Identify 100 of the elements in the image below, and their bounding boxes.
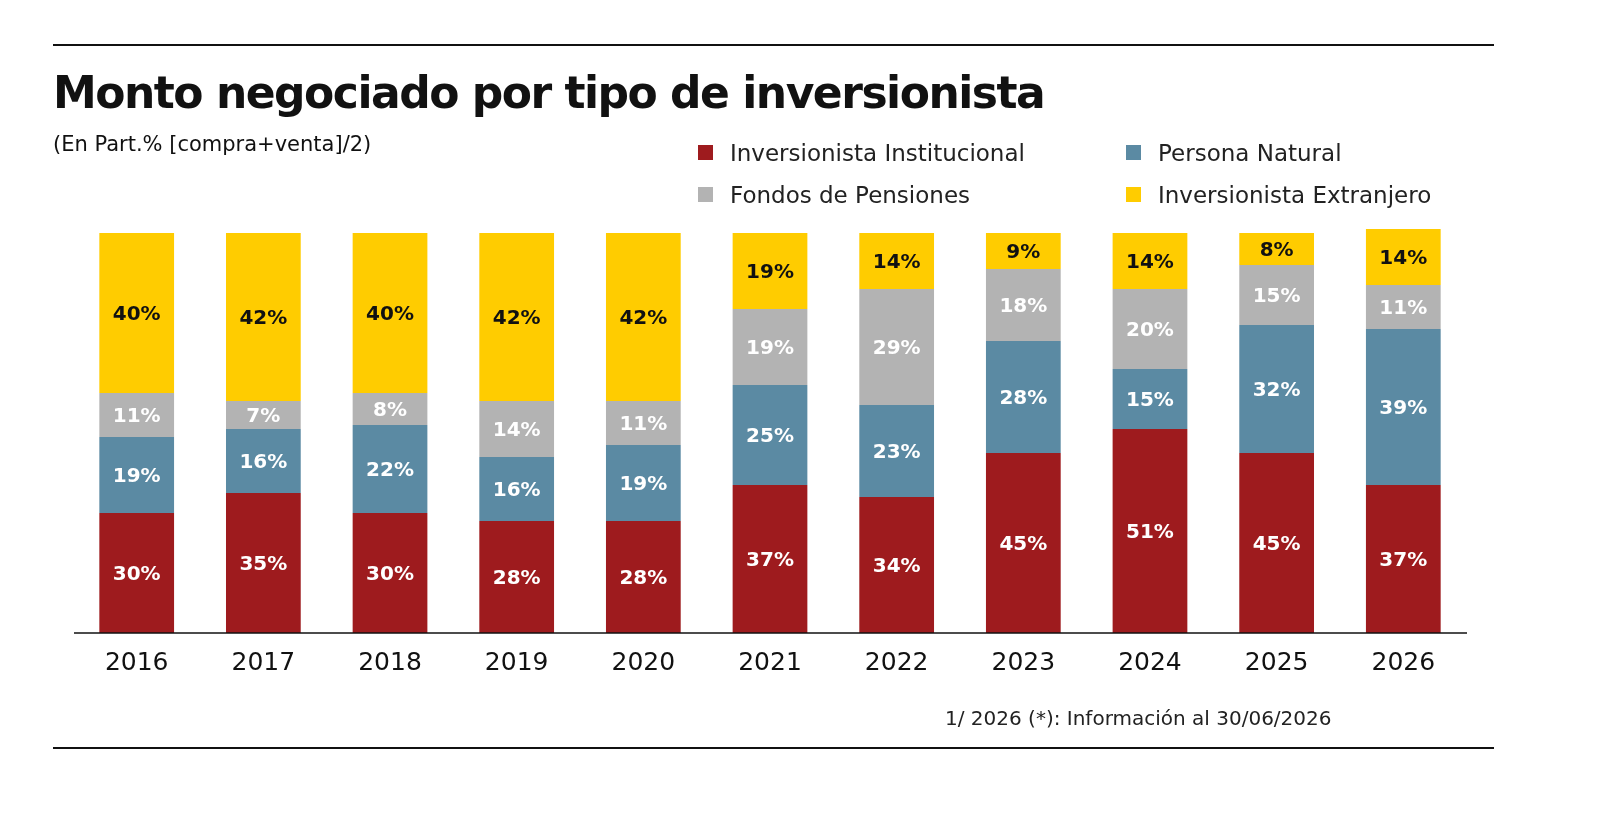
bar [1365,229,1441,285]
bar [352,233,428,393]
data-label: 15% [1252,283,1301,307]
data-label: 14% [872,249,921,273]
legend-label: Inversionista Extranjero [1158,182,1432,209]
x-tick-label: 2017 [231,647,296,676]
bar [225,233,301,401]
legend-label: Inversionista Institucional [730,140,1025,167]
data-label: 28% [619,565,668,589]
bar [1365,285,1441,329]
data-label: 39% [1379,395,1428,419]
data-label: 45% [999,531,1048,555]
bar [859,405,935,497]
data-label: 22% [366,457,414,481]
data-label: 42% [619,305,668,329]
legend-label: Persona Natural [1158,140,1342,167]
bar [1112,429,1188,633]
data-label: 19% [746,335,794,359]
data-label: 30% [366,561,414,585]
bar [732,485,808,633]
bar [99,233,175,393]
bar [985,453,1061,633]
bar [605,445,681,521]
data-label: 8% [373,397,407,421]
data-label: 40% [112,301,161,325]
data-label: 11% [112,403,161,427]
data-label: 40% [366,301,414,325]
x-tick-label: 2021 [738,647,802,676]
bar [1239,325,1315,453]
data-label: 14% [492,417,541,441]
bar [99,393,175,437]
text: 1/ 2026 (*): Información al 30/06/2026 [945,706,1332,730]
data-label: 7% [246,403,281,427]
data-label: 20% [1126,317,1174,341]
x-tick-label: 2020 [611,647,676,676]
data-label: 9% [1006,239,1041,263]
data-label: 28% [492,565,541,589]
data-label: 25% [746,423,794,447]
x-tick-label: 2024 [1118,647,1182,676]
x-tick-label: 2025 [1244,647,1309,676]
data-label: 14% [1379,245,1428,269]
bar [605,521,681,633]
x-tick-label: 2022 [864,647,929,676]
bar [732,385,808,485]
bar [859,497,935,633]
bar [859,233,935,289]
data-label: 30% [112,561,161,585]
bar [352,425,428,513]
data-label: 14% [1126,249,1174,273]
data-label: 15% [1126,387,1174,411]
data-label: 11% [619,411,668,435]
bar [732,233,808,309]
bar [1112,233,1188,289]
bar [479,457,555,521]
bar [1112,289,1188,369]
bar [99,513,175,633]
data-label: 37% [746,547,794,571]
data-label: 45% [1252,531,1301,555]
x-tick-label: 2023 [991,647,1056,676]
x-tick-label: 2018 [358,647,422,676]
data-label: 42% [239,305,288,329]
data-label: 11% [1379,295,1428,319]
data-label: 19% [112,463,161,487]
bar [1365,485,1441,633]
bar [479,233,555,401]
bar [1112,369,1188,429]
data-label: 28% [999,385,1048,409]
data-label: 35% [239,551,288,575]
data-label: 8% [1259,237,1294,261]
data-label: 19% [746,259,794,283]
bar [605,401,681,445]
bar [1239,265,1315,325]
data-label: 18% [999,293,1048,317]
bar [985,233,1061,269]
chart-subtitle: (En Part.% [compra+venta]/2) [53,132,372,156]
bar [605,233,681,401]
data-label: 23% [872,439,921,463]
legend-label: Fondos de Pensiones [730,182,971,209]
x-tick-label: 2016 [104,647,169,676]
data-label: 16% [239,449,288,473]
chart-title: Monto negociado por tipo de inversionista [53,67,1045,118]
data-label: 37% [1379,547,1428,571]
bar [352,513,428,633]
x-tick-label: 2019 [484,647,549,676]
data-label: 34% [872,553,921,577]
bar [859,289,935,405]
bar [732,309,808,385]
bar [479,401,555,457]
data-label: 19% [619,471,668,495]
data-label: 16% [492,477,541,501]
x-tick-label: 2026 [1371,647,1436,676]
bar [479,521,555,633]
bar [1239,453,1315,633]
data-label: 29% [872,335,921,359]
data-label: 51% [1126,519,1174,543]
data-label: 32% [1252,377,1301,401]
bar [1365,329,1441,485]
bar [99,437,175,513]
bar [225,429,301,493]
bar [985,269,1061,341]
